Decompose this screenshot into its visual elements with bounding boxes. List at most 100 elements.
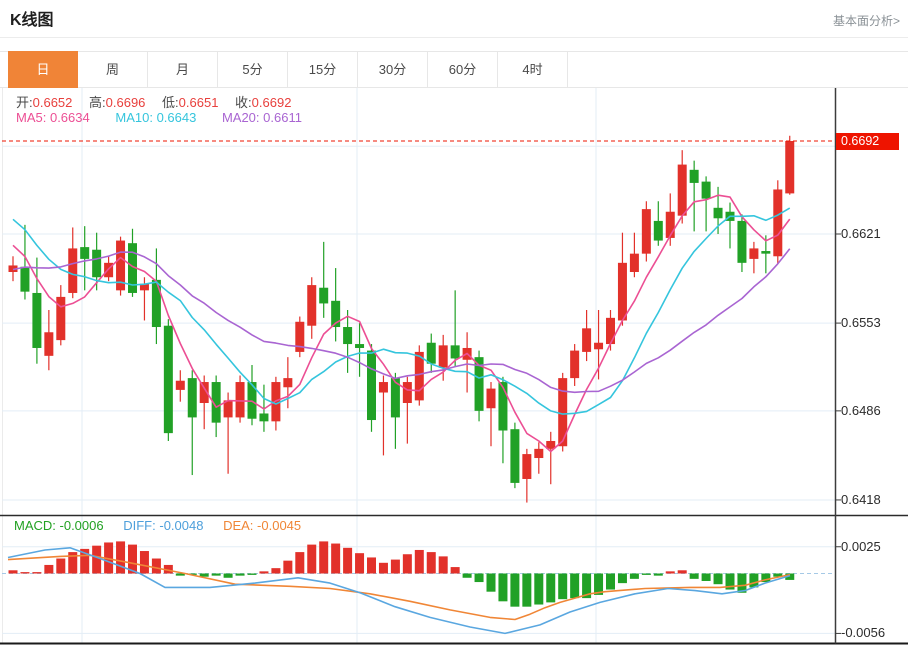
macd-bar-up [331, 543, 341, 574]
macd-bar-down [725, 573, 735, 590]
macd-bar-down [689, 573, 699, 579]
candle-body-down [343, 327, 353, 345]
macd-bar-up [80, 548, 90, 574]
candle-body-up [677, 164, 687, 216]
macd-bar-up [163, 564, 173, 574]
candle-body-down [713, 207, 723, 219]
macd-bar-down [498, 573, 508, 602]
tab-60min[interactable]: 60分 [428, 52, 498, 87]
macd-bar-down [749, 573, 759, 588]
candle-body-up [283, 378, 293, 388]
low-stat: 低:0.6651 [162, 95, 218, 110]
low-value: 0.6651 [178, 95, 219, 110]
macd-bar-down [606, 573, 615, 590]
macd-bar-up [343, 547, 353, 574]
tab-day[interactable]: 日 [8, 51, 78, 88]
macd-bar-up [56, 558, 66, 574]
candle-body-down [20, 266, 30, 292]
macd-tick-label: 0.0025 [841, 538, 881, 554]
price-tick-label: 0.6486 [841, 402, 881, 418]
macd-tick-label: -0.0056 [841, 625, 886, 641]
tab-30min[interactable]: 30分 [358, 52, 428, 87]
candle-body-up [534, 448, 544, 459]
candle-body-up [629, 253, 639, 272]
macd-bar-down [546, 573, 556, 603]
macd-bar-up [367, 557, 376, 574]
candle-body-up [773, 189, 783, 257]
candle-body-up [116, 240, 126, 291]
macd-bar-down [761, 573, 771, 583]
tab-4hour[interactable]: 4时 [498, 52, 568, 87]
candle-body-down [653, 220, 663, 241]
candle-body-down [187, 378, 197, 418]
close-label: 收: [235, 95, 252, 110]
candle-body-down [247, 382, 257, 419]
candle-body-down [92, 249, 102, 278]
open-label: 开: [16, 95, 33, 110]
macd-bar-up [92, 545, 102, 574]
price-tick-label: 0.6621 [841, 226, 881, 241]
ma20-stat: MA20: 0.6611 [222, 110, 302, 125]
candle-body-down [211, 382, 221, 423]
candle-body-down [367, 350, 376, 421]
candle-body-up [44, 332, 54, 356]
macd-bar-up [665, 571, 675, 574]
macd-bar-up [295, 552, 305, 574]
candle-body-up [414, 351, 424, 401]
candle-body-down [761, 251, 771, 254]
candle-body-down [510, 429, 520, 483]
tab-15min[interactable]: 15分 [288, 52, 358, 87]
macd-bar-down [737, 573, 747, 593]
candle-body-up [402, 382, 412, 403]
ma-info: MA5: 0.6634 MA10: 0.6643 MA20: 0.6611 [16, 110, 302, 125]
tab-month[interactable]: 月 [148, 52, 218, 87]
macd-bar-up [8, 570, 18, 574]
macd-bar-up [68, 552, 78, 574]
title-divider [0, 37, 908, 38]
macd-bar-up [677, 570, 687, 574]
high-value: 0.6696 [105, 95, 146, 110]
price-tick-label: 0.6553 [841, 315, 881, 331]
macd-bar-down [199, 573, 209, 577]
candle-body-up [570, 350, 580, 379]
macd-bar-down [701, 573, 711, 581]
macd-bar-up [44, 564, 54, 574]
candle-body-up [617, 262, 627, 321]
last-price-badge: 0.6692 [836, 133, 899, 150]
period-tabbar: 日 周 月 5分 15分 30分 60分 4时 [0, 51, 908, 88]
candle-body-up [223, 400, 233, 418]
macd-bar-up [139, 551, 149, 574]
macd-bar-down [594, 573, 604, 595]
macd-bar-down [641, 573, 651, 575]
ma20-value: 0.6611 [263, 110, 302, 125]
candle-body-up [378, 382, 388, 393]
macd-bar-up [283, 560, 293, 574]
macd-label: MACD: [14, 518, 56, 533]
macd-bar-down [235, 573, 245, 576]
macd-bar-down [187, 573, 197, 575]
fundamental-analysis-link[interactable]: 基本面分析> [832, 14, 900, 28]
candle-body-down [498, 382, 508, 431]
candle-body-down [331, 300, 341, 328]
macd-bar-down [211, 573, 221, 576]
ma20-line [12, 248, 791, 394]
high-label: 高: [89, 95, 106, 110]
macd-bar-down [617, 573, 627, 584]
candle-body-up [56, 296, 66, 341]
macd-bar-down [223, 573, 233, 578]
tab-5min[interactable]: 5分 [218, 52, 288, 87]
dea-label: DEA: [223, 518, 254, 533]
ohlc-info: 开:0.6652 高:0.6696 低:0.6651 收:0.6692 [16, 92, 304, 111]
macd-bar-up [319, 541, 329, 574]
macd-bar-down [713, 573, 723, 585]
candle-body-down [450, 345, 460, 359]
macd-bar-up [450, 567, 460, 574]
macd-bar-down [522, 573, 532, 607]
macd-info: MACD: -0.0006 DIFF: -0.0048 DEA: -0.0045 [14, 518, 301, 533]
candle-body-down [701, 181, 711, 199]
tab-week[interactable]: 周 [78, 52, 148, 87]
ma20-label: MA20: [221, 110, 260, 125]
macd-bar-down [474, 573, 484, 583]
